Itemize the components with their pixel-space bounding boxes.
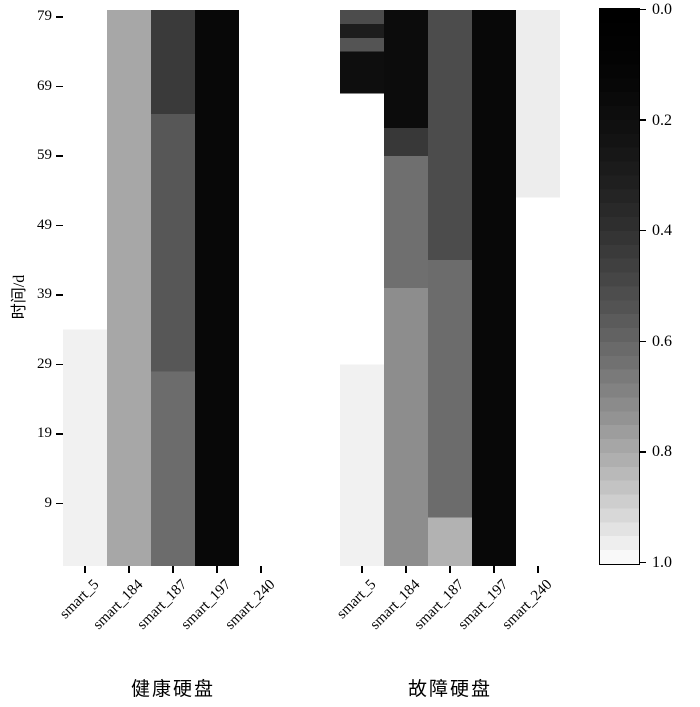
colorbar-tick-label: 0.8 [652,443,672,461]
colorbar-tick-mark [640,451,646,453]
heatmap-column-smart_187 [151,10,195,566]
y-tick-mark [56,155,63,157]
y-tick-mark [56,363,63,366]
heatmap-faulty [340,10,560,566]
y-tick-mark [56,502,63,505]
colorbar-tick-label: 0.2 [652,111,672,129]
heatmap-column-smart_240 [516,10,560,566]
y-tick-label: 49 [37,216,52,233]
x-tick-mark [260,566,262,573]
y-tick-label: 39 [37,286,52,303]
y-tick-mark [56,16,63,18]
colorbar-tick-label: 1.0 [652,554,672,571]
heatmap-column-smart_240 [239,10,283,566]
heatmap-healthy [63,10,283,566]
x-tick-mark [361,566,363,573]
y-tick-label: 19 [37,425,52,442]
heatmap-column-smart_197 [472,10,516,566]
colorbar-tick-mark [640,561,646,564]
colorbar-tick-mark [640,340,646,342]
title-healthy-disks: 健康硬盘 [130,679,215,700]
y-tick-label: 59 [37,147,52,164]
y-tick-label: 29 [37,355,52,372]
colorbar-tick-label: 0.0 [652,1,672,18]
x-tick-mark [172,566,174,573]
heatmap-column-smart_5 [340,10,384,566]
heatmap-column-smart_187 [428,10,472,566]
colorbar-tick-label: 0.6 [652,332,672,350]
x-tick-mark [128,566,130,573]
x-tick-mark [537,566,539,573]
colorbar-tick-mark [640,8,646,11]
y-tick-label: 9 [44,494,53,511]
y-tick-mark [56,224,63,227]
y-tick-mark [56,85,63,88]
heatmap-column-smart_184 [107,10,151,566]
heatmap-column-smart_184 [384,10,428,566]
colorbar-tick-label: 0.4 [652,222,672,240]
colorbar-tick-mark [640,230,646,232]
x-tick-mark [216,566,218,573]
heatmap-column-smart_197 [195,10,239,566]
x-tick-mark [449,566,451,573]
x-tick-mark [405,566,407,573]
y-tick-mark [56,294,63,296]
y-tick-mark [56,433,63,435]
title-faulty-disks: 故障硬盘 [407,679,492,700]
y-tick-label: 69 [37,77,52,94]
heatmap-column-smart_5 [63,10,107,566]
x-tick-mark [84,566,86,573]
colorbar [599,8,640,565]
y-tick-label: 79 [37,8,52,25]
x-tick-mark [493,566,495,573]
colorbar-tick-mark [640,119,646,121]
